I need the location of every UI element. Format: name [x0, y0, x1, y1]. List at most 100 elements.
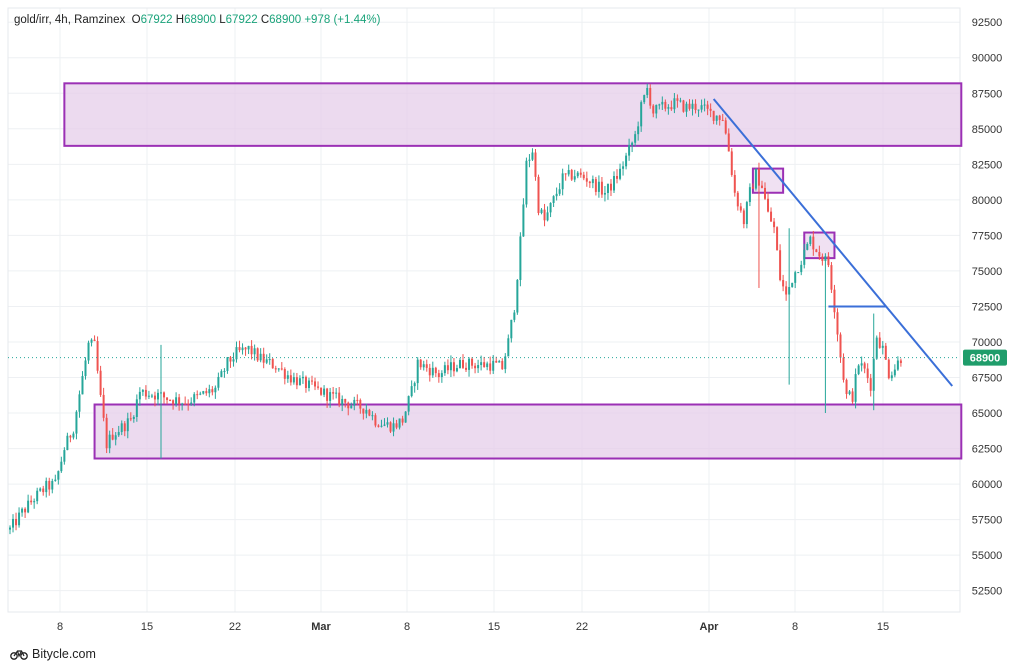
candle-body [546, 212, 549, 221]
candle-body [522, 204, 525, 237]
candle-body [510, 319, 513, 339]
x-tick-label: 15 [488, 621, 500, 633]
change-value: +978 (+1.44%) [304, 14, 381, 26]
candle-body [600, 181, 603, 195]
candle-body [779, 250, 782, 281]
candle-body [760, 185, 763, 188]
candle-body [166, 397, 169, 400]
candle-body [561, 173, 564, 190]
candle-body [724, 120, 727, 134]
candle-body [217, 376, 220, 388]
candle-body [736, 192, 739, 207]
last-price-badge [963, 349, 1007, 366]
candle-body [277, 368, 280, 370]
candle-body [132, 416, 135, 419]
candle-body [413, 383, 416, 387]
candle-body [519, 236, 522, 280]
candle-body [437, 373, 440, 378]
candle-body [794, 272, 797, 283]
candle-body [670, 107, 673, 110]
candle-layer [9, 83, 902, 535]
high-label: H [175, 14, 185, 26]
candle-body [72, 433, 75, 438]
candle-body [259, 353, 262, 361]
x-tick-label: 8 [792, 621, 798, 633]
candle-body [144, 389, 147, 397]
candle-body [751, 187, 754, 189]
candle-body [187, 403, 190, 405]
candle-body [836, 312, 839, 335]
candle-body [549, 202, 552, 213]
candle-body [767, 198, 770, 212]
ohlc-legend: gold/irr, 4h, Ramzinex O67922 H68900 L67… [14, 14, 380, 26]
y-tick-label: 92500 [972, 17, 1003, 29]
y-tick-label: 65000 [972, 408, 1003, 420]
candle-body [292, 377, 295, 383]
candle-body [830, 265, 833, 290]
candle-body [51, 480, 54, 490]
candle-body [863, 363, 866, 369]
candle-body [458, 359, 461, 369]
candle-body [757, 168, 760, 186]
candle-body [196, 394, 199, 396]
candle-body [347, 402, 350, 409]
candle-body [434, 367, 437, 374]
candle-body [797, 272, 800, 274]
candle-body [462, 359, 464, 368]
candle-body [606, 183, 609, 193]
x-tick-label: 8 [57, 621, 63, 633]
candle-body [220, 371, 223, 377]
y-tick-label: 60000 [972, 479, 1003, 491]
candle-body [274, 368, 277, 370]
candle-body [169, 399, 172, 401]
candle-body [528, 159, 531, 161]
candle-body [667, 107, 670, 109]
high-value: 68900 [184, 14, 217, 26]
candle-body [809, 236, 812, 244]
candle-body [21, 508, 24, 513]
candle-body [525, 160, 528, 205]
candle-body [211, 389, 214, 393]
candle-body [537, 176, 540, 214]
candle-body [75, 411, 78, 434]
candle-body [649, 87, 652, 106]
candle-body [353, 399, 356, 406]
candle-body [465, 367, 468, 370]
candle-body [782, 280, 785, 287]
candle-body [253, 348, 256, 355]
candle-body [326, 388, 329, 401]
candle-body [425, 364, 428, 368]
candle-body [625, 155, 628, 167]
candle-body [265, 359, 268, 363]
candle-body [643, 95, 646, 103]
candle-body [138, 391, 141, 400]
candle-body [371, 415, 374, 417]
candle-body [60, 461, 63, 472]
candle-body [48, 480, 51, 490]
candle-body [582, 174, 585, 179]
x-tick-label: 22 [229, 621, 241, 633]
symbol-label: gold/irr, 4h, Ramzinex [14, 14, 126, 26]
candle-body [655, 104, 658, 114]
candle-body [501, 360, 504, 370]
candle-body [205, 391, 208, 394]
x-tick-label: Apr [700, 621, 720, 633]
candle-body [791, 282, 794, 288]
candle-body [616, 176, 619, 179]
candle-body [416, 359, 419, 384]
candle-body [12, 518, 15, 528]
candle-body [619, 168, 622, 179]
low-value: 67922 [225, 14, 258, 26]
candle-body [860, 363, 863, 366]
candle-body [658, 104, 661, 106]
candle-body [628, 145, 631, 156]
candle-body [455, 368, 458, 372]
candle-body [739, 206, 742, 211]
candle-body [588, 181, 591, 184]
candle-body [18, 512, 21, 526]
candle-body [812, 236, 815, 250]
candle-body [597, 181, 600, 192]
candle-body [335, 392, 338, 394]
candle-body [664, 101, 667, 109]
